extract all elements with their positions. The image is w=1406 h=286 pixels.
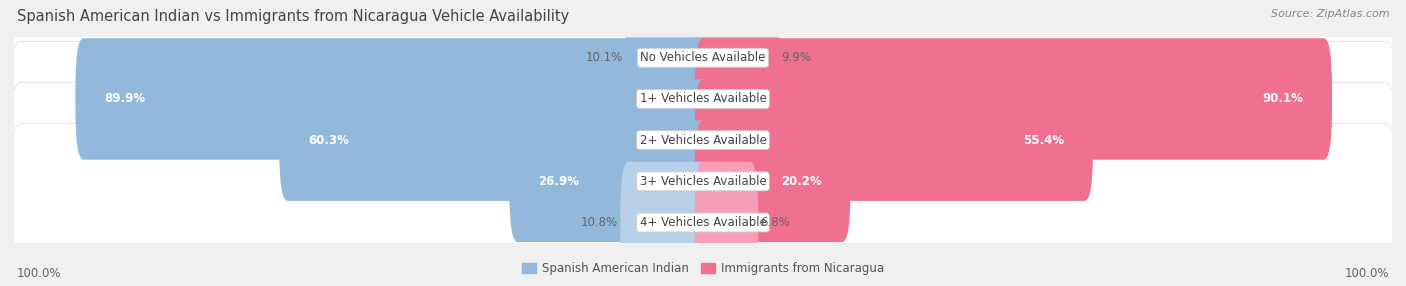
- FancyBboxPatch shape: [626, 0, 711, 118]
- Text: Source: ZipAtlas.com: Source: ZipAtlas.com: [1271, 9, 1389, 19]
- Text: Spanish American Indian vs Immigrants from Nicaragua Vehicle Availability: Spanish American Indian vs Immigrants fr…: [17, 9, 569, 23]
- Legend: Spanish American Indian, Immigrants from Nicaragua: Spanish American Indian, Immigrants from…: [517, 258, 889, 280]
- Text: 4+ Vehicles Available: 4+ Vehicles Available: [640, 216, 766, 229]
- Text: 55.4%: 55.4%: [1024, 134, 1064, 147]
- FancyBboxPatch shape: [76, 38, 711, 160]
- Text: 10.8%: 10.8%: [581, 216, 619, 229]
- FancyBboxPatch shape: [7, 41, 1399, 239]
- Text: 10.1%: 10.1%: [586, 51, 623, 64]
- FancyBboxPatch shape: [695, 121, 851, 242]
- Text: 9.9%: 9.9%: [782, 51, 811, 64]
- Text: 26.9%: 26.9%: [538, 175, 579, 188]
- FancyBboxPatch shape: [620, 162, 711, 283]
- Text: 3+ Vehicles Available: 3+ Vehicles Available: [640, 175, 766, 188]
- FancyBboxPatch shape: [509, 121, 711, 242]
- FancyBboxPatch shape: [695, 162, 758, 283]
- FancyBboxPatch shape: [7, 0, 1399, 198]
- FancyBboxPatch shape: [695, 38, 1331, 160]
- Text: 90.1%: 90.1%: [1263, 92, 1303, 106]
- Text: 20.2%: 20.2%: [780, 175, 821, 188]
- Text: 2+ Vehicles Available: 2+ Vehicles Available: [640, 134, 766, 147]
- Text: 89.9%: 89.9%: [104, 92, 145, 106]
- Text: 100.0%: 100.0%: [17, 267, 62, 280]
- FancyBboxPatch shape: [695, 0, 779, 118]
- Text: 60.3%: 60.3%: [308, 134, 349, 147]
- Text: 6.8%: 6.8%: [761, 216, 790, 229]
- FancyBboxPatch shape: [280, 80, 711, 201]
- Text: No Vehicles Available: No Vehicles Available: [640, 51, 766, 64]
- FancyBboxPatch shape: [7, 0, 1399, 157]
- Text: 100.0%: 100.0%: [1344, 267, 1389, 280]
- FancyBboxPatch shape: [7, 82, 1399, 280]
- FancyBboxPatch shape: [7, 124, 1399, 286]
- FancyBboxPatch shape: [695, 80, 1092, 201]
- Text: 1+ Vehicles Available: 1+ Vehicles Available: [640, 92, 766, 106]
